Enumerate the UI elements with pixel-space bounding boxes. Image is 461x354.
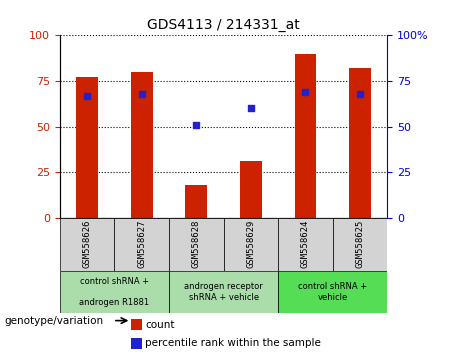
Bar [169, 218, 224, 271]
Bar [114, 218, 169, 271]
Point [138, 91, 145, 97]
Bar [224, 218, 278, 271]
Bar [349, 68, 371, 218]
Text: genotype/variation: genotype/variation [5, 316, 104, 326]
Bar [131, 338, 142, 349]
Bar [131, 319, 142, 330]
Bar [76, 77, 98, 218]
Text: percentile rank within the sample: percentile rank within the sample [145, 338, 321, 348]
Text: GSM558629: GSM558629 [246, 220, 255, 268]
Text: GSM558628: GSM558628 [192, 220, 201, 268]
Text: GSM558626: GSM558626 [83, 220, 92, 268]
Bar [60, 218, 114, 271]
Bar [278, 218, 333, 271]
Bar [240, 161, 262, 218]
Point [356, 91, 364, 97]
Bar [185, 185, 207, 218]
Text: count: count [145, 320, 175, 330]
Text: androgen receptor
shRNA + vehicle: androgen receptor shRNA + vehicle [184, 282, 263, 302]
Bar [333, 218, 387, 271]
Point [301, 89, 309, 95]
Bar [169, 271, 278, 313]
Point [247, 105, 254, 111]
Point [193, 122, 200, 127]
Bar [60, 271, 169, 313]
Title: GDS4113 / 214331_at: GDS4113 / 214331_at [147, 18, 300, 32]
Text: GSM558624: GSM558624 [301, 220, 310, 268]
Text: GSM558627: GSM558627 [137, 220, 146, 268]
Text: control shRNA +
vehicle: control shRNA + vehicle [298, 282, 367, 302]
Bar [131, 72, 153, 218]
Bar [278, 271, 387, 313]
Text: GSM558625: GSM558625 [355, 220, 365, 268]
Point [83, 93, 91, 98]
Text: control shRNA +

androgen R1881: control shRNA + androgen R1881 [79, 277, 149, 307]
Bar [295, 53, 316, 218]
